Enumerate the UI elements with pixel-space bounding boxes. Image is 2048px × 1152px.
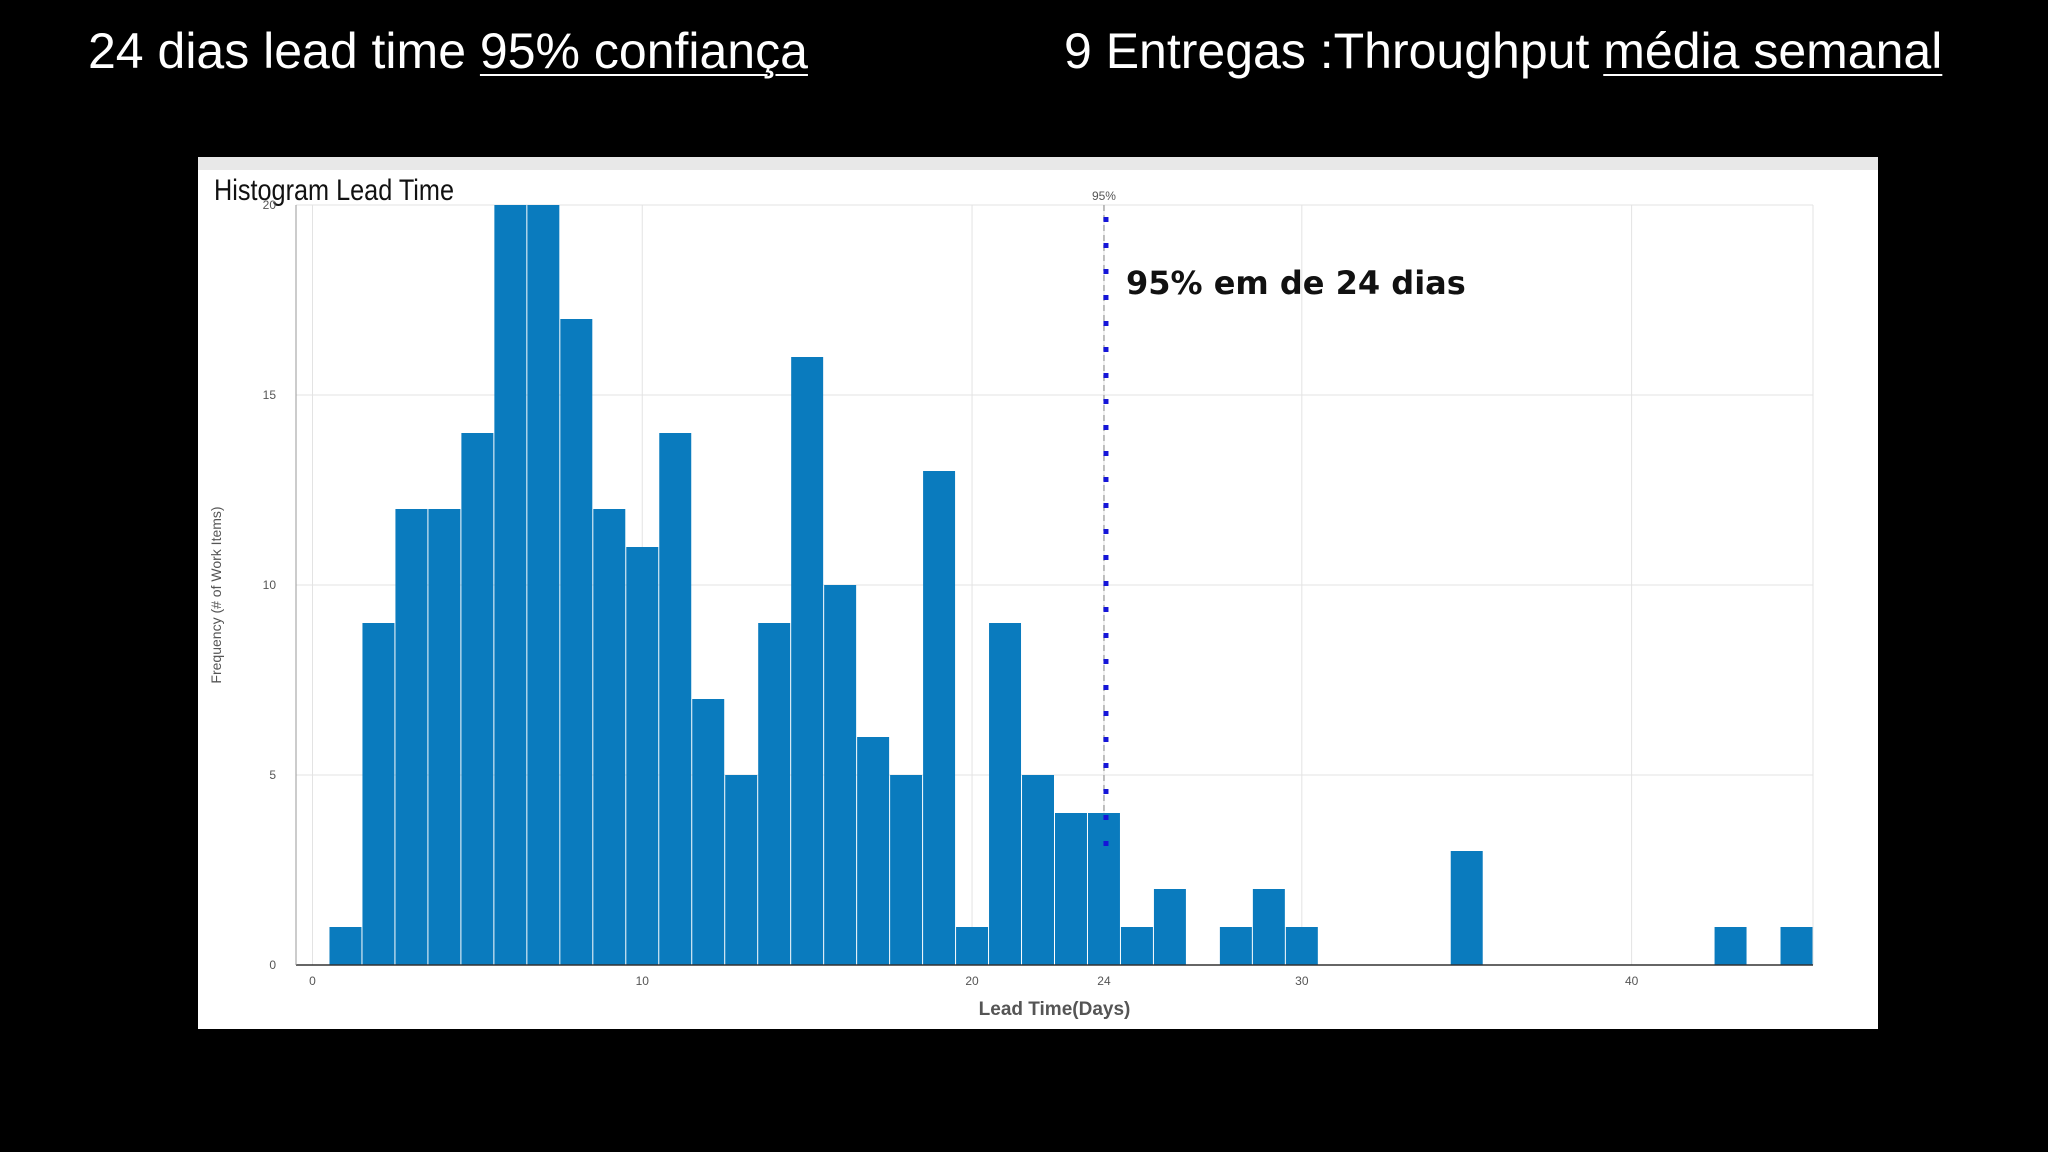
x-tick-label: 10 [636, 974, 650, 988]
histogram-bar [1153, 889, 1186, 965]
headline-throughput: 9 Entregas :Throughput média semanal [1064, 22, 1942, 80]
histogram-bar [659, 433, 692, 965]
histogram-bar [1219, 927, 1252, 965]
histogram-bar [692, 699, 725, 965]
x-axis-label: Lead Time(Days) [979, 999, 1131, 1020]
reference-line-group: 95% 95% em de 24 dias [1092, 189, 1466, 855]
axes: 0 5 10 15 20 0 10 20 24 30 40 [263, 198, 1813, 988]
headline-lead-time-value: 24 dias lead time [88, 23, 467, 79]
histogram-bar [395, 509, 428, 965]
histogram-bar [1120, 927, 1153, 965]
histogram-bar [1450, 851, 1483, 965]
histogram-bar [1714, 927, 1747, 965]
histogram-bar [791, 357, 824, 965]
histogram-bar [1285, 927, 1318, 965]
histogram-bar [890, 775, 923, 965]
x-tick-label: 20 [965, 974, 979, 988]
x-tick-label: 40 [1625, 974, 1639, 988]
x-tick-label: 24 [1097, 974, 1111, 988]
histogram-bar [593, 509, 626, 965]
histogram-bar [923, 471, 956, 965]
x-tick-label: 30 [1295, 974, 1309, 988]
histogram-bar [956, 927, 989, 965]
histogram-bar [428, 509, 461, 965]
histogram-bar [362, 623, 395, 965]
y-axis-label: Frequency (# of Work Items) [208, 506, 224, 683]
chart-top-bar [198, 157, 1878, 170]
headline-lead-time-confidence: 95% confiança [479, 23, 808, 79]
y-tick-label: 0 [269, 958, 276, 972]
histogram-bar [329, 927, 362, 965]
bars [329, 205, 1813, 965]
histogram-bar [1780, 927, 1813, 965]
histogram-bar [725, 775, 758, 965]
y-tick-label: 15 [263, 388, 277, 402]
histogram-bar [857, 737, 890, 965]
y-tick-label: 5 [269, 768, 276, 782]
histogram-bar [560, 319, 593, 965]
x-tick-label: 0 [309, 974, 316, 988]
histogram-bar [1055, 813, 1087, 965]
headline-lead-time: 24 dias lead time 95% confiança [88, 22, 808, 80]
histogram-bar [626, 547, 659, 965]
histogram-bar [1022, 775, 1054, 965]
reference-line-label: 95% [1092, 189, 1116, 203]
histogram-bar [989, 623, 1022, 965]
reference-annotation: 95% em de 24 dias [1126, 264, 1466, 302]
histogram-bar [461, 433, 494, 965]
histogram-bar [1087, 813, 1120, 965]
histogram-bar [1252, 889, 1285, 965]
headline-throughput-average: média semanal [1603, 23, 1943, 79]
histogram-bar [527, 205, 560, 965]
histogram-bar [758, 623, 791, 965]
y-tick-label: 20 [263, 198, 277, 212]
headline-throughput-value: 9 Entregas :Throughput [1064, 23, 1590, 79]
histogram-bar [824, 585, 857, 965]
histogram-bar [494, 205, 527, 965]
chart-title: Histogram Lead Time [214, 174, 454, 207]
y-tick-label: 10 [263, 578, 277, 592]
chart-panel: Histogram Lead Time 0 5 10 15 20 0 10 20 24 30 40 … [198, 157, 1878, 1029]
